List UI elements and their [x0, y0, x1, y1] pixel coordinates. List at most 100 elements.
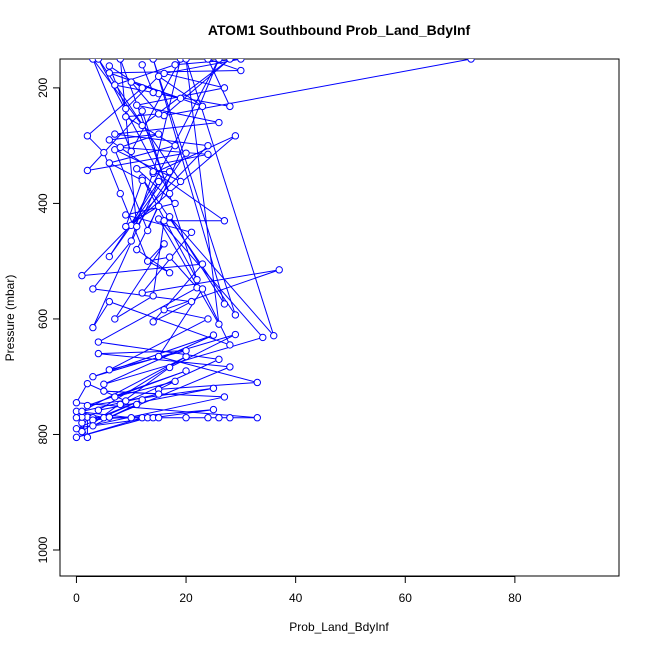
- series-segment: [142, 269, 280, 294]
- data-point: [72, 399, 81, 407]
- series-segment: [109, 366, 231, 418]
- data-point: [111, 81, 119, 89]
- series-segment: [141, 64, 154, 93]
- data-point: [253, 378, 261, 387]
- data-point: [122, 211, 130, 219]
- x-tick-label: 60: [399, 591, 413, 605]
- series-segment: [136, 104, 220, 124]
- data-point: [231, 132, 240, 140]
- series-segment: [130, 81, 160, 115]
- data-point: [122, 222, 130, 231]
- data-point: [83, 166, 92, 175]
- series-segment: [125, 113, 159, 118]
- series-segment: [125, 116, 176, 147]
- x-tick-label: 0: [73, 591, 80, 605]
- series-segment: [108, 181, 160, 257]
- data-point: [89, 285, 97, 293]
- data-point: [105, 159, 114, 167]
- data-point: [226, 102, 234, 111]
- series-segment: [147, 243, 165, 262]
- data-point: [83, 132, 92, 140]
- data-point: [237, 59, 245, 63]
- series-segment: [114, 295, 154, 320]
- series-segment: [92, 334, 236, 378]
- data-point: [220, 393, 229, 401]
- series-segment: [147, 59, 220, 231]
- data-point: [220, 217, 229, 225]
- series-segment: [147, 260, 170, 274]
- series-segment: [87, 135, 105, 153]
- data-point: [138, 84, 146, 92]
- series-segment: [164, 309, 209, 320]
- data-point: [160, 240, 168, 248]
- data-point: [94, 338, 103, 346]
- data-point: [116, 143, 124, 152]
- data-point: [154, 414, 163, 422]
- data-point: [204, 150, 212, 159]
- data-point: [187, 228, 196, 236]
- data-point: [72, 424, 81, 433]
- data-point: [89, 323, 97, 332]
- data-point: [467, 59, 475, 63]
- data-point: [116, 400, 124, 409]
- series-segment: [152, 220, 165, 296]
- data-point: [171, 199, 179, 208]
- data-point: [209, 331, 218, 339]
- data-point: [259, 333, 267, 342]
- series-segment: [114, 149, 181, 182]
- data-point: [154, 390, 163, 398]
- data-point: [198, 102, 207, 111]
- series-segment: [125, 202, 176, 216]
- series-segment: [125, 180, 143, 227]
- series-segment: [98, 341, 220, 360]
- series-segment: [207, 59, 231, 107]
- series-segment: [92, 59, 132, 152]
- y-tick-label: 600: [36, 309, 50, 329]
- data-point: [105, 366, 114, 374]
- data-point: [226, 59, 234, 63]
- data-point: [209, 405, 218, 414]
- data-point: [100, 387, 108, 395]
- data-point: [165, 269, 174, 277]
- data-point: [138, 176, 146, 185]
- y-axis: 200 400 600 800 1000: [36, 78, 60, 563]
- series-segment: [109, 318, 209, 371]
- series-segment: [163, 59, 231, 116]
- series-layer: [72, 59, 475, 442]
- series-segment: [125, 214, 192, 233]
- data-point: [111, 130, 119, 138]
- data-point: [215, 414, 223, 422]
- data-point: [215, 320, 223, 328]
- data-point: [226, 341, 234, 349]
- series-segment: [158, 288, 203, 357]
- data-point: [116, 59, 124, 63]
- data-point: [105, 136, 114, 144]
- data-point: [78, 407, 86, 416]
- series-segment: [185, 59, 220, 325]
- data-point: [160, 306, 168, 314]
- series-segment: [109, 162, 143, 181]
- data-point: [187, 297, 196, 306]
- data-point: [204, 315, 212, 323]
- data-point: [149, 88, 157, 97]
- data-point: [133, 222, 141, 231]
- data-point: [105, 297, 114, 306]
- data-point: [165, 189, 174, 198]
- data-point: [116, 189, 124, 198]
- series-segment: [98, 350, 187, 355]
- y-tick-label: 800: [36, 424, 50, 444]
- data-point: [83, 433, 92, 442]
- series-segment: [98, 353, 230, 368]
- data-point: [226, 363, 234, 371]
- data-point: [231, 330, 240, 339]
- data-point: [182, 59, 190, 63]
- x-axis: 0 20 40 60 80: [73, 576, 522, 605]
- data-point: [133, 245, 141, 254]
- series-segment: [81, 263, 203, 277]
- series-segment: [109, 350, 187, 371]
- data-point: [176, 177, 185, 186]
- data-point: [127, 237, 135, 245]
- data-point: [182, 347, 190, 355]
- series-segment: [114, 133, 209, 147]
